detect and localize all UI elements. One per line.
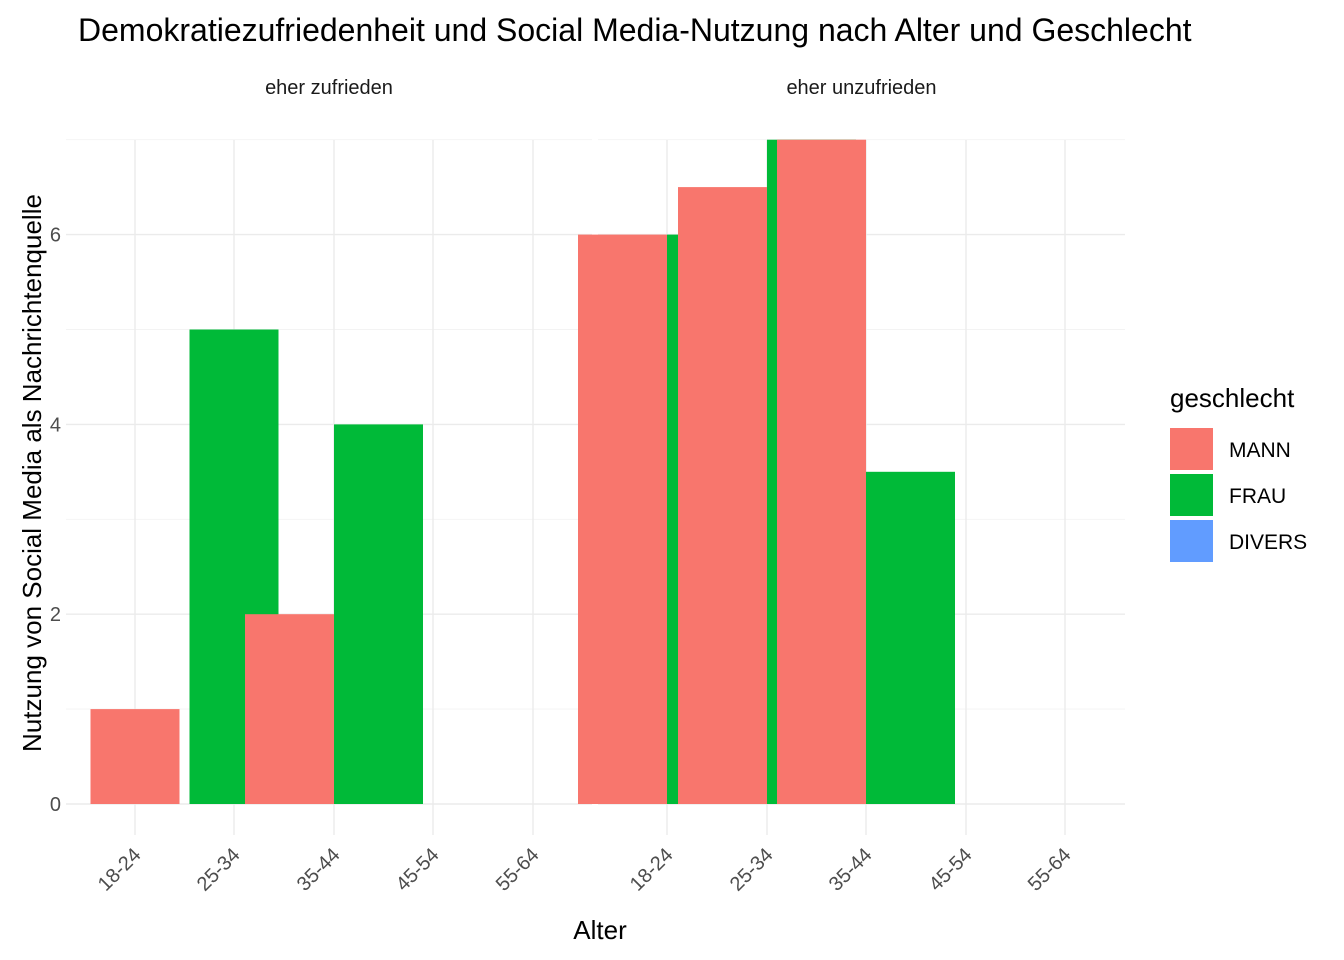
legend-key-mann: [1170, 428, 1213, 470]
bar-frau-35-44: [334, 424, 423, 804]
x-tick-label: 55-64: [1024, 844, 1076, 896]
chart-title: Demokratiezufriedenheit und Social Media…: [78, 12, 1192, 48]
x-axis-title: Alter: [573, 915, 627, 945]
y-tick-label: 6: [50, 225, 61, 247]
y-tick-label: 0: [50, 794, 61, 816]
facet-panel: eher unzufrieden 18-24 25-34 35-44 45-54 55-6…: [578, 77, 1125, 896]
bar-frau-35-44: [866, 471, 955, 804]
x-tick-label: 25-34: [726, 844, 778, 896]
bar-mann-35-44: [245, 614, 334, 804]
facet-panel: eher zufrieden 18-24 25-34 35-44 45-54 55-64: [66, 77, 592, 896]
x-tick-label: 25-34: [193, 844, 245, 896]
legend-title: geschlecht: [1170, 383, 1295, 413]
bar-mann-25-34: [678, 187, 767, 805]
x-tick-label: 35-44: [825, 844, 877, 896]
x-tick-label: 45-54: [925, 844, 977, 896]
legend-key-frau: [1170, 474, 1213, 516]
facet-strip-label: eher unzufrieden: [786, 77, 936, 99]
legend-label: MANN: [1229, 439, 1291, 462]
bar-mann-18-24: [578, 234, 667, 805]
y-tick-label: 4: [50, 414, 61, 436]
y-axis-title: Nutzung von Social Media als Nachrichten…: [17, 194, 47, 752]
legend-key-divers: [1170, 520, 1213, 562]
x-tick-label: 35-44: [293, 844, 345, 896]
facet-strip-label: eher zufrieden: [265, 77, 393, 99]
x-tick-label: 45-54: [392, 844, 444, 896]
x-tick-label: 55-64: [492, 844, 544, 896]
y-tick-label: 2: [50, 604, 61, 626]
legend: geschlecht MANN FRAU DIVERS: [1170, 383, 1307, 562]
legend-label: DIVERS: [1229, 531, 1307, 554]
y-axis: 0 2 4 6: [50, 225, 61, 816]
legend-label: FRAU: [1229, 485, 1286, 508]
x-tick-label: 18-24: [94, 844, 146, 896]
bar-mann-18-24: [90, 709, 180, 804]
x-tick-label: 18-24: [626, 844, 678, 896]
bar-mann-35-44: [777, 139, 866, 804]
